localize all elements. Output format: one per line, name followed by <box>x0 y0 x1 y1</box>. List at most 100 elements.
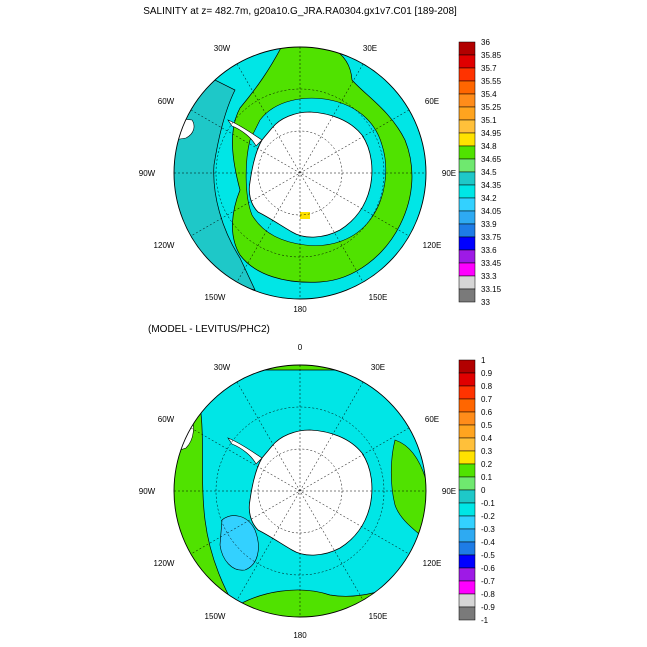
panel2-colorbar-tick-label: 0.5 <box>481 421 493 430</box>
panel2-colorbar-tick-label: 0.8 <box>481 382 493 391</box>
panel2-colorbar-tick-label: -0.9 <box>481 603 495 612</box>
panel2-label-150w: 150W <box>205 612 226 621</box>
panel1-colorbar-swatch <box>458 119 476 134</box>
panel2-colorbar-tick-label: 0.3 <box>481 447 493 456</box>
panel2-colorbar-tick-label: -0.7 <box>481 577 495 586</box>
panel1-colorbar-swatch <box>458 106 476 121</box>
panel2-label-30e: 30E <box>371 363 385 372</box>
panel2-colorbar-tick-label: 0.4 <box>481 434 493 443</box>
panel1-colorbar-tick-label: 35.55 <box>481 77 502 86</box>
panel2-colorbar-swatch <box>458 411 476 426</box>
panel2-graticule <box>174 365 426 617</box>
panel1-colorbar-swatch <box>458 249 476 264</box>
panel2-colorbar-swatch <box>458 502 476 517</box>
panel2-colorbar-swatch <box>458 580 476 595</box>
panel2-colorbar-swatch <box>458 437 476 452</box>
panel1-colorbar-tick-label: 34.5 <box>481 168 497 177</box>
panel1-colorbar-tick-label: 35.4 <box>481 90 497 99</box>
panel1-colorbar-tick-label: 33 <box>481 298 490 307</box>
panel1-colorbar-swatch <box>458 93 476 108</box>
panel1-label-120w: 120W <box>154 241 175 250</box>
panel1-colorbar-swatch <box>458 171 476 186</box>
panel2-colorbar-swatch <box>458 385 476 400</box>
panel1-colorbar-tick-label: 33.45 <box>481 259 502 268</box>
panel2-ocean-green-east <box>390 439 426 541</box>
panel2-label-60w: 60W <box>158 415 175 424</box>
panel2-lon-labels: 0 30E 60E 90E 120E 150E 180 150W 120W 90… <box>139 343 456 640</box>
panel2-label-150e: 150E <box>369 612 388 621</box>
panel1-label-180: 180 <box>293 305 307 314</box>
panel2-colorbar-tick-label: 0.7 <box>481 395 493 404</box>
panel2-colorbar-tick-label: 0.6 <box>481 408 493 417</box>
panel2-colorbar-swatch <box>458 476 476 491</box>
panel1-colorbar-swatch <box>458 210 476 225</box>
panel1-colorbar-tick-label: 34.65 <box>481 155 502 164</box>
panel2: (MODEL - LEVITUS/PHC2) <box>139 324 496 640</box>
panel2-colorbar-swatch <box>458 515 476 530</box>
panel1-colorbar-swatch <box>458 41 476 56</box>
panel1-colorbar-swatch <box>458 223 476 238</box>
panel2-colorbar: 1 0.9 0.8 0.7 0.6 0.5 0.4 0.3 0.2 0.1 0 -0.1 -0.2 -0.… <box>458 356 495 625</box>
panel2-colorbar-swatch <box>458 463 476 478</box>
panel2-colorbar-tick-label: -0.2 <box>481 512 495 521</box>
panel1-label-90e: 90E <box>442 169 456 178</box>
panel1-colorbar-tick-label: 33.15 <box>481 285 502 294</box>
panel2-label-120w: 120W <box>154 559 175 568</box>
panel1-colorbar-swatch <box>458 197 476 212</box>
panel2-colorbar-tick-label: 0.2 <box>481 460 493 469</box>
panel1-colorbar-tick-label: 33.75 <box>481 233 502 242</box>
panel2-label-90w: 90W <box>139 487 156 496</box>
panel2-colorbar-tick-label: 0.9 <box>481 369 493 378</box>
panel1-colorbar-swatch <box>458 184 476 199</box>
panel1-colorbar-swatch <box>458 67 476 82</box>
panel1-map-border <box>173 46 427 300</box>
panel1-colorbar-swatch <box>458 262 476 277</box>
panel1: SALINITY at z= 482.7m, g20a10.G_JRA.RA03… <box>139 6 502 314</box>
panel1-colorbar-tick-label: 33.9 <box>481 220 497 229</box>
panel1-colorbar-tick-label: 36 <box>481 38 490 47</box>
panel1-colorbar-swatch <box>458 275 476 290</box>
panel2-colorbar-tick-label: 0.1 <box>481 473 493 482</box>
panel2-colorbar-tick-label: -1 <box>481 616 489 625</box>
panel2-antarctica <box>248 429 373 556</box>
panel1-map <box>174 47 426 299</box>
panel2-colorbar-swatch <box>458 554 476 569</box>
panel1-label-150e: 150E <box>369 293 388 302</box>
panel1-colorbar-swatch <box>458 132 476 147</box>
panel2-title: (MODEL - LEVITUS/PHC2) <box>148 324 270 335</box>
panel2-label-0: 0 <box>298 343 303 352</box>
panel1-label-30e: 30E <box>363 44 377 53</box>
panel1-colorbar-tick-label: 35.7 <box>481 64 497 73</box>
panel1-colorbar-swatch <box>458 80 476 95</box>
panel1-colorbar-swatch <box>458 236 476 251</box>
panel2-colorbar-tick-label: -0.5 <box>481 551 495 560</box>
panel2-colorbar-swatch <box>458 450 476 465</box>
panel1-label-90w: 90W <box>139 169 156 178</box>
panel2-colorbar-swatch <box>458 567 476 582</box>
panel2-ocean-lightblue <box>219 515 259 571</box>
panel2-colorbar-swatch <box>458 424 476 439</box>
panel2-label-30w: 30W <box>214 363 231 372</box>
panel1-colorbar-tick-label: 34.95 <box>481 129 502 138</box>
panel1-colorbar-tick-label: 34.2 <box>481 194 497 203</box>
panel1-colorbar-tick-label: 34.8 <box>481 142 497 151</box>
panel2-colorbar-swatch <box>458 606 476 621</box>
panel1-colorbar-swatch <box>458 288 476 303</box>
panel2-colorbar-swatch <box>458 398 476 413</box>
panel1-colorbar-tick-label: 35.25 <box>481 103 502 112</box>
panel2-label-90e: 90E <box>442 487 456 496</box>
panel2-colorbar-tick-label: 1 <box>481 356 486 365</box>
panel2-colorbar-tick-label: -0.1 <box>481 499 495 508</box>
panel2-colorbar-swatch <box>458 372 476 387</box>
panel1-graticule <box>174 47 426 299</box>
panel2-colorbar-tick-label: -0.6 <box>481 564 495 573</box>
panel2-map <box>174 365 426 617</box>
panel2-colorbar-tick-label: -0.8 <box>481 590 495 599</box>
panel2-label-180: 180 <box>293 631 307 640</box>
panel1-label-150w: 150W <box>205 293 226 302</box>
panel1-colorbar-tick-label: 33.3 <box>481 272 497 281</box>
panel2-colorbar-swatch <box>458 528 476 543</box>
panel2-colorbar-tick-label: -0.3 <box>481 525 495 534</box>
panel1-colorbar-swatch <box>458 54 476 69</box>
